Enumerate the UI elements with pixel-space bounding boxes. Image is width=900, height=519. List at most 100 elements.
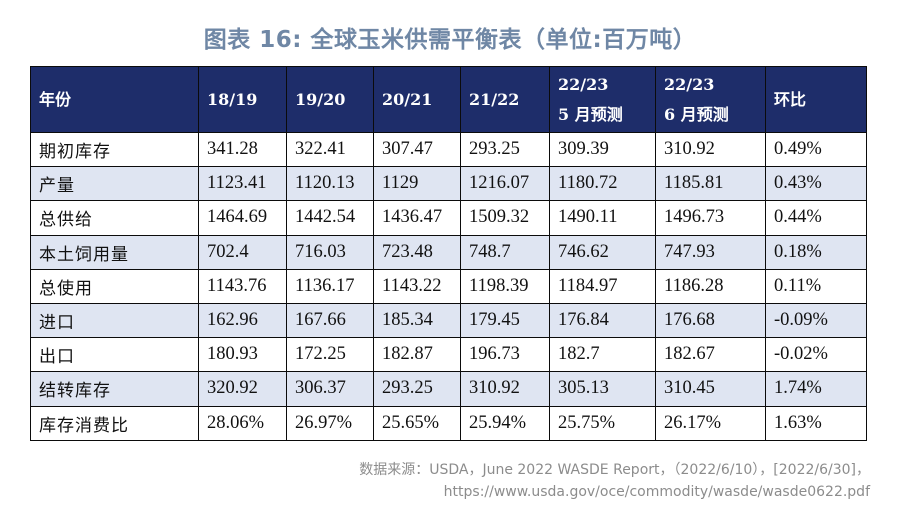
table-cell: 26.17% xyxy=(655,405,766,441)
table-cell: 182.7 xyxy=(549,337,656,373)
table-row: 库存消费比 28.06% 26.97% 25.65% 25.94% 25.75% 26.17… xyxy=(30,405,867,441)
table-cell: 306.37 xyxy=(286,371,374,407)
table-cell: 310.92 xyxy=(460,371,550,407)
table-row: 进口 162.96 167.66 185.34 179.45 176.84 176.68 -0… xyxy=(30,302,867,339)
table-cell: 309.39 xyxy=(549,131,656,168)
table-cell: 167.66 xyxy=(286,302,374,339)
table-cell: 1185.81 xyxy=(655,166,766,202)
table-cell: 182.87 xyxy=(373,337,461,373)
table-cell: 307.47 xyxy=(373,131,461,168)
table-cell: 180.93 xyxy=(198,337,287,373)
column-header: 年份 xyxy=(30,66,199,133)
table-cell: 1184.97 xyxy=(549,268,656,304)
table-cell: -0.09% xyxy=(765,302,867,339)
table-row: 本土饲用量 702.4 716.03 723.48 748.7 746.62 747.93 0… xyxy=(30,234,867,270)
table-cell: 746.62 xyxy=(549,234,656,270)
table-title: 图表 16: 全球玉米供需平衡表（单位:百万吨） xyxy=(203,27,697,53)
table-row: 产量 1123.41 1120.13 1129 1216.07 1180.72 1185.8… xyxy=(30,166,867,202)
corn-balance-table: 年份 18/19 19/20 20/21 21/22 22/23 5 月预测 22/23 6 月… xyxy=(30,66,867,441)
row-label: 总使用 xyxy=(30,268,199,304)
table-cell: 162.96 xyxy=(198,302,287,339)
row-label: 进口 xyxy=(30,302,199,339)
table-cell: 747.93 xyxy=(655,234,766,270)
table-cell: 1180.72 xyxy=(549,166,656,202)
column-header: 环比 xyxy=(765,66,867,133)
column-header-text: 19/20 xyxy=(295,89,346,109)
table-cell: 0.43% xyxy=(765,166,867,202)
table-cell: 723.48 xyxy=(373,234,461,270)
row-label: 产量 xyxy=(30,166,199,202)
source-line-1: 数据来源：USDA，June 2022 WASDE Report，（2022/6… xyxy=(359,462,870,478)
table-cell: 293.25 xyxy=(460,131,550,168)
table-row: 结转库存 320.92 306.37 293.25 310.92 305.13 310.45… xyxy=(30,371,867,407)
table-cell: 1509.32 xyxy=(460,200,550,236)
row-label: 库存消费比 xyxy=(30,405,199,441)
column-header-text: 18/19 xyxy=(207,89,258,109)
row-label: 总供给 xyxy=(30,200,199,236)
table-cell: 293.25 xyxy=(373,371,461,407)
table-cell: 1136.17 xyxy=(286,268,374,304)
table-cell: 341.28 xyxy=(198,131,287,168)
column-header-text: 6 月预测 xyxy=(664,104,729,124)
table-cell: 1464.69 xyxy=(198,200,287,236)
table-cell: 1198.39 xyxy=(460,268,550,304)
column-header-text: 21/22 xyxy=(469,89,520,109)
table-cell: 1.74% xyxy=(765,371,867,407)
source-note: 数据来源：USDA，June 2022 WASDE Report，（2022/6… xyxy=(359,459,870,503)
table-cell: 322.41 xyxy=(286,131,374,168)
column-header-text: 22/23 xyxy=(664,74,715,94)
column-header-text: 年份 xyxy=(39,89,72,109)
table-row: 总供给 1464.69 1442.54 1436.47 1509.32 1490.11 14… xyxy=(30,200,867,236)
table-cell: 310.45 xyxy=(655,371,766,407)
table-cell: 1129 xyxy=(373,166,461,202)
table-cell: 25.94% xyxy=(460,405,550,441)
column-header: 18/19 xyxy=(198,66,287,133)
table-cell: 176.84 xyxy=(549,302,656,339)
table-cell: 0.44% xyxy=(765,200,867,236)
table-cell: 320.92 xyxy=(198,371,287,407)
table-cell: 26.97% xyxy=(286,405,374,441)
column-header: 22/23 5 月预测 xyxy=(549,66,656,133)
column-header: 22/23 6 月预测 xyxy=(655,66,766,133)
table-row: 期初库存 341.28 322.41 307.47 293.25 309.39 310.92… xyxy=(30,131,867,168)
table-cell: 1.63% xyxy=(765,405,867,441)
column-header: 21/22 xyxy=(460,66,550,133)
table-cell: 1143.76 xyxy=(198,268,287,304)
column-header: 20/21 xyxy=(373,66,461,133)
table-cell: 1490.11 xyxy=(549,200,656,236)
table-cell: 702.4 xyxy=(198,234,287,270)
table-cell: 1436.47 xyxy=(373,200,461,236)
table-cell: 1143.22 xyxy=(373,268,461,304)
column-header: 19/20 xyxy=(286,66,374,133)
row-label: 期初库存 xyxy=(30,131,199,168)
table-cell: 176.68 xyxy=(655,302,766,339)
row-label: 本土饲用量 xyxy=(30,234,199,270)
table-cell: 179.45 xyxy=(460,302,550,339)
row-label: 结转库存 xyxy=(30,371,199,407)
column-header-text: 22/23 xyxy=(558,74,609,94)
table-cell: 172.25 xyxy=(286,337,374,373)
column-header-text: 环比 xyxy=(774,89,807,109)
table-cell: 1216.07 xyxy=(460,166,550,202)
table-cell: 716.03 xyxy=(286,234,374,270)
table-row: 出口 180.93 172.25 182.87 196.73 182.7 182.67 -0.… xyxy=(30,337,867,373)
table-cell: 185.34 xyxy=(373,302,461,339)
table-cell: 0.49% xyxy=(765,131,867,168)
table-cell: 1186.28 xyxy=(655,268,766,304)
table-cell: 1496.73 xyxy=(655,200,766,236)
table-cell: 748.7 xyxy=(460,234,550,270)
table-cell: 25.65% xyxy=(373,405,461,441)
table-cell: 196.73 xyxy=(460,337,550,373)
table-cell: 182.67 xyxy=(655,337,766,373)
table-cell: 0.11% xyxy=(765,268,867,304)
table-cell: 1120.13 xyxy=(286,166,374,202)
table-cell: 310.92 xyxy=(655,131,766,168)
table-cell: 0.18% xyxy=(765,234,867,270)
table-cell: 25.75% xyxy=(549,405,656,441)
column-header-text: 20/21 xyxy=(382,89,433,109)
table-cell: 1123.41 xyxy=(198,166,287,202)
row-label: 出口 xyxy=(30,337,199,373)
header-row: 年份 18/19 19/20 20/21 21/22 22/23 5 月预测 22/23 6 月… xyxy=(30,66,867,133)
table-row: 总使用 1143.76 1136.17 1143.22 1198.39 1184.97 11… xyxy=(30,268,867,304)
table-cell: 305.13 xyxy=(549,371,656,407)
